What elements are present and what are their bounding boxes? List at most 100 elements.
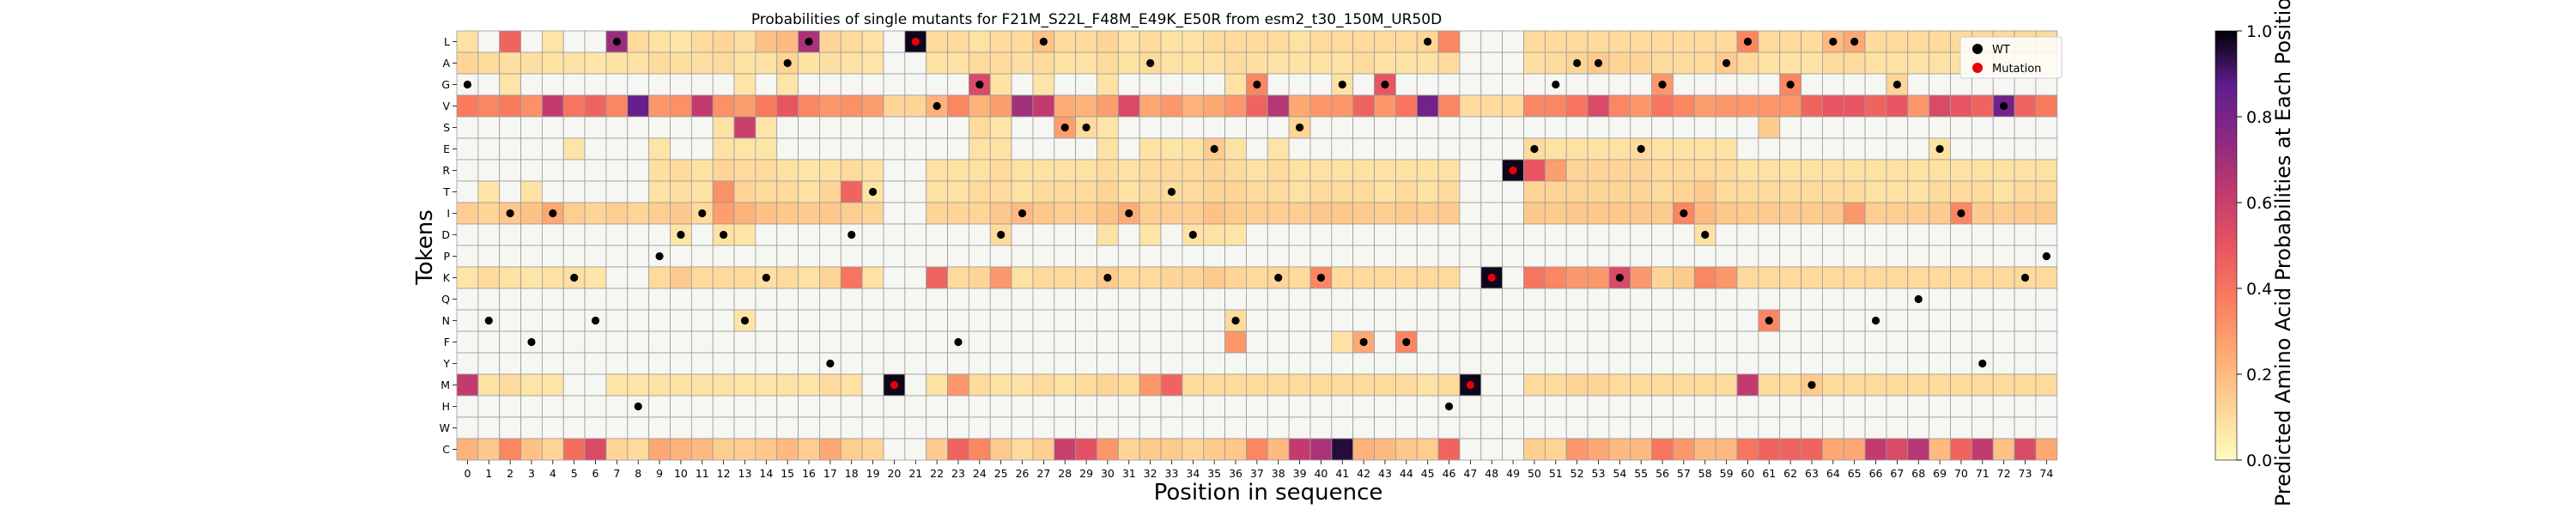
heatmap-cell [1139, 73, 1162, 96]
x-tick-label: 29 [1079, 467, 1093, 480]
heatmap-cell [1821, 73, 1844, 96]
wt-marker [1701, 230, 1710, 239]
heatmap-cell [1630, 202, 1653, 225]
heatmap-cell [1309, 438, 1333, 461]
heatmap-cell [627, 373, 650, 397]
heatmap-cell [969, 223, 991, 246]
heatmap-cell [1950, 223, 1972, 246]
heatmap-cell [1715, 116, 1738, 139]
heatmap-cell [1971, 137, 1994, 161]
heatmap-cell [1950, 180, 1972, 203]
heatmap-cell [1182, 266, 1205, 289]
heatmap-cell [2014, 223, 2037, 246]
heatmap-cell [1523, 73, 1546, 96]
heatmap-cell [456, 30, 479, 53]
wt-marker [1039, 37, 1048, 46]
heatmap-cell [926, 352, 948, 375]
heatmap-cell [1693, 137, 1716, 161]
heatmap-cell [776, 30, 799, 53]
heatmap-cell [1054, 73, 1077, 96]
x-tick-label: 47 [1463, 467, 1477, 480]
heatmap-cell [1651, 352, 1674, 375]
heatmap-cell [1224, 137, 1247, 161]
heatmap-cell [1203, 180, 1226, 203]
heatmap-cell [1331, 416, 1354, 439]
heatmap-cell [1971, 223, 1994, 246]
heatmap-cell [883, 137, 906, 161]
heatmap-cell [1715, 30, 1738, 53]
heatmap-cell [1736, 223, 1759, 246]
heatmap-cell [1032, 373, 1055, 397]
heatmap-cell [1011, 137, 1034, 161]
heatmap-cell [605, 416, 629, 439]
heatmap-cell [690, 180, 714, 203]
heatmap-cell [1480, 30, 1504, 53]
heatmap-cell [1992, 159, 2015, 182]
heatmap-cell [584, 223, 607, 246]
heatmap-cell [2014, 180, 2037, 203]
heatmap-cell [1416, 52, 1439, 75]
wt-marker [1722, 58, 1731, 68]
heatmap-cell [755, 288, 778, 311]
heatmap-cell [1480, 159, 1504, 182]
heatmap-cell [1331, 288, 1354, 311]
heatmap-cell [2035, 438, 2058, 461]
heatmap-cell [1011, 266, 1034, 289]
wt-marker [868, 187, 878, 197]
heatmap-cell [1758, 245, 1781, 268]
heatmap-cell [904, 137, 927, 161]
heatmap-cell [477, 159, 501, 182]
heatmap-cell [1693, 30, 1716, 53]
y-tick-label: F [444, 336, 450, 348]
x-tick-label: 32 [1144, 467, 1157, 480]
heatmap-cell [1630, 180, 1653, 203]
heatmap-cell [1544, 94, 1567, 118]
heatmap-cell [947, 94, 969, 118]
heatmap-cell [690, 94, 714, 118]
heatmap-cell [840, 94, 863, 118]
heatmap-cell [1480, 116, 1504, 139]
colorbar-label: Predicted Amino Acid Probabilities at Ea… [2271, 0, 2295, 506]
x-tick-label: 43 [1378, 467, 1392, 480]
mutation-marker [890, 380, 899, 390]
heatmap-cell [1587, 73, 1610, 96]
heatmap-cell [755, 73, 778, 96]
heatmap-cell [1565, 159, 1589, 182]
heatmap-cell [1416, 202, 1439, 225]
heatmap-cell [1864, 266, 1887, 289]
heatmap-cell [1502, 223, 1524, 246]
heatmap-cell [1630, 245, 1653, 268]
x-tick-label: 10 [674, 467, 688, 480]
heatmap-cell [1139, 202, 1162, 225]
legend-wt-marker [1972, 44, 1983, 54]
heatmap-cell [1907, 73, 1930, 96]
heatmap-cell [1843, 395, 1866, 418]
heatmap-cell [456, 352, 479, 375]
heatmap-cell [798, 373, 820, 397]
x-tick-label: 62 [1783, 467, 1797, 480]
heatmap-cell [520, 137, 543, 161]
heatmap-cell [1480, 52, 1504, 75]
heatmap-cell [1565, 116, 1589, 139]
heatmap-cell [1075, 159, 1097, 182]
heatmap-cell [477, 416, 501, 439]
heatmap-cell [712, 395, 735, 418]
heatmap-cell [1950, 288, 1972, 311]
heatmap-cell [969, 180, 991, 203]
x-tick-label: 38 [1272, 467, 1285, 480]
heatmap-cell [1929, 94, 1951, 118]
heatmap-cell [969, 309, 991, 332]
heatmap-cell [1331, 30, 1354, 53]
heatmap-cell [904, 94, 927, 118]
x-tick-label: 21 [908, 467, 922, 480]
heatmap-cell [1630, 352, 1653, 375]
heatmap-cell [648, 94, 671, 118]
heatmap-cell [520, 116, 543, 139]
heatmap-cell [1715, 288, 1738, 311]
heatmap-cell [776, 245, 799, 268]
heatmap-cell [1929, 116, 1951, 139]
heatmap-cell [648, 330, 671, 354]
heatmap-cell [989, 416, 1012, 439]
heatmap-cell [1416, 373, 1439, 397]
heatmap-cell [1864, 137, 1887, 161]
